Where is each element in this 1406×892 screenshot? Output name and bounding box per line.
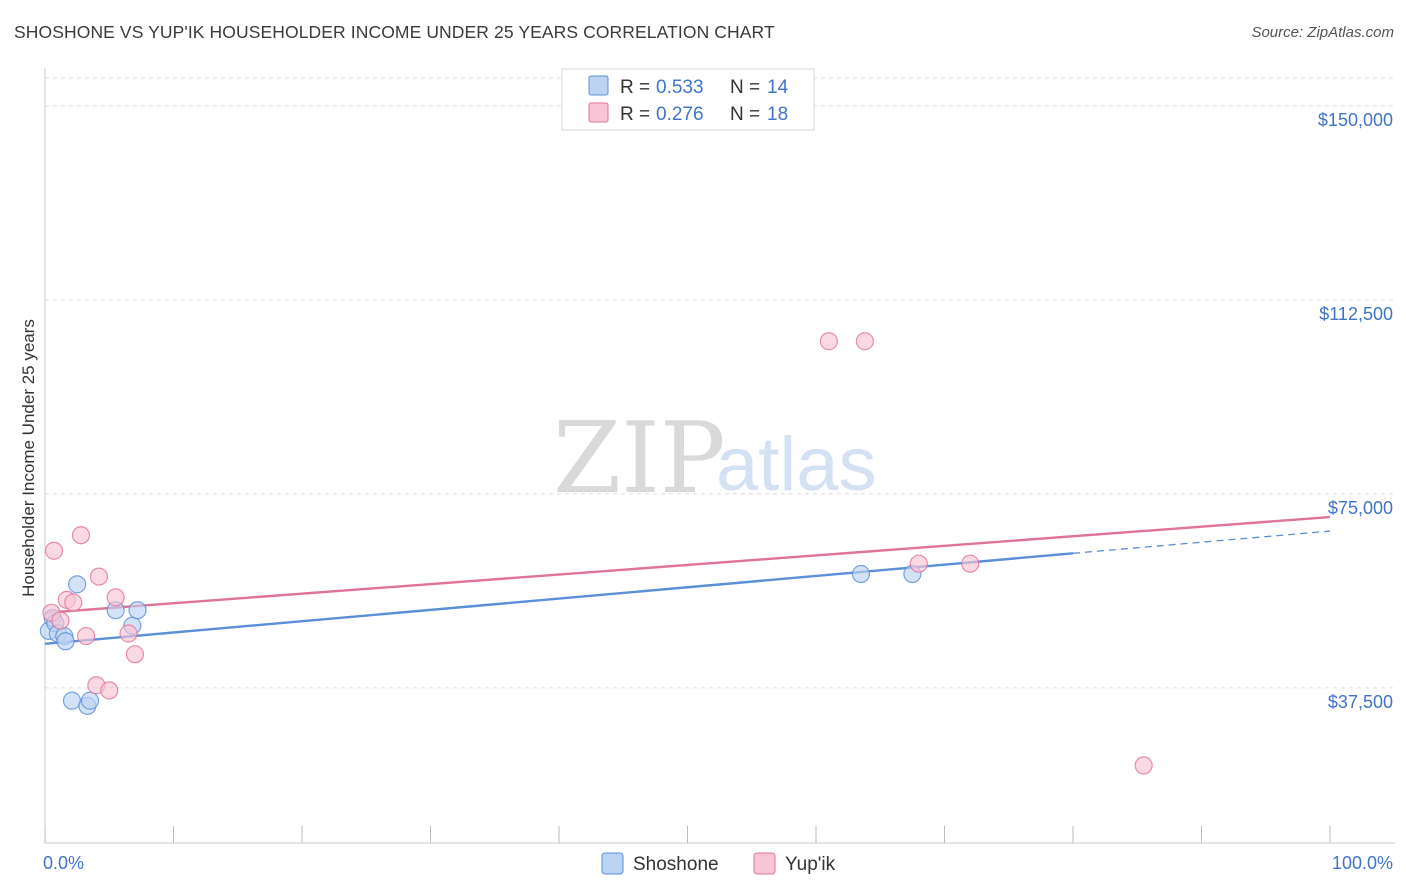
legend-r-value-shoshone: 0.533: [656, 77, 704, 98]
x-tick-labels: 0.0% 100.0%: [43, 853, 1393, 873]
legend-r-label-shoshone: R =: [620, 77, 650, 98]
y-tick-label: $112,500: [1319, 304, 1393, 324]
grid-lines: [45, 77, 1395, 689]
legend-swatch-shoshone: [588, 75, 609, 96]
axes: [44, 68, 1395, 844]
data-point-yupik: [106, 588, 125, 607]
legend-r-label-yupik: R =: [620, 104, 650, 125]
data-point-yupik: [961, 554, 980, 573]
data-point-shoshone: [68, 575, 87, 594]
bottom-legend-swatch-yupik: [753, 852, 776, 875]
data-point-shoshone: [851, 564, 871, 584]
data-point-yupik: [909, 554, 928, 573]
source-label: Source: ZipAtlas.com: [1251, 24, 1394, 41]
data-points: [39, 332, 1153, 775]
bottom-legend-swatch-shoshone: [601, 852, 624, 875]
x-tick-label: 100.0%: [1332, 853, 1393, 873]
data-point-yupik: [100, 681, 119, 700]
data-point-yupik: [819, 332, 838, 351]
watermark: ZIP atlas: [553, 402, 877, 516]
bottom-legend-label-shoshone: Shoshone: [633, 854, 719, 875]
legend-r-value-yupik: 0.276: [656, 104, 704, 125]
data-point-yupik: [119, 624, 138, 643]
data-point-shoshone: [80, 691, 100, 710]
chart-title: SHOSHONE VS YUP'IK HOUSEHOLDER INCOME UN…: [14, 22, 775, 42]
trend-line-yupik: [44, 515, 1331, 615]
data-point-yupik: [51, 611, 70, 630]
data-point-yupik: [77, 626, 96, 646]
legend-swatch-yupik: [588, 102, 609, 123]
trend-line-shoshone: [44, 552, 1074, 646]
watermark-zip: ZIP: [553, 402, 726, 516]
y-tick-label: $150,000: [1318, 110, 1393, 130]
data-point-yupik: [125, 645, 145, 664]
y-tick-label: $75,000: [1328, 498, 1393, 518]
correlation-legend: R = 0.533 N = 14 R = 0.276 N = 18: [561, 68, 815, 131]
data-point-shoshone: [128, 601, 147, 620]
trend-lines: [44, 515, 1331, 646]
data-point-yupik: [44, 541, 64, 560]
bottom-legend-label-yupik: Yup'ik: [785, 854, 836, 875]
y-axis-label: Householder Income Under 25 years: [19, 319, 38, 597]
data-point-shoshone: [62, 691, 82, 710]
series-legend: Shoshone Yup'ik: [601, 852, 836, 875]
data-point-yupik: [855, 332, 874, 351]
legend-n-label-shoshone: N =: [730, 77, 760, 98]
legend-n-value-shoshone: 14: [767, 77, 789, 98]
trend-line-extension-shoshone: [1072, 530, 1331, 554]
data-point-shoshone: [56, 632, 75, 651]
data-point-yupik: [64, 593, 83, 612]
x-tick-label: 0.0%: [43, 853, 84, 873]
y-tick-label: $37,500: [1328, 692, 1393, 712]
data-point-yupik: [71, 526, 91, 545]
legend-n-label-yupik: N =: [730, 104, 760, 125]
data-point-yupik: [89, 567, 109, 586]
watermark-atlas: atlas: [716, 422, 877, 507]
legend-n-value-yupik: 18: [767, 104, 788, 125]
data-point-yupik: [1134, 756, 1153, 775]
y-tick-labels: $37,500 $75,000 $112,500 $150,000: [1318, 110, 1393, 712]
